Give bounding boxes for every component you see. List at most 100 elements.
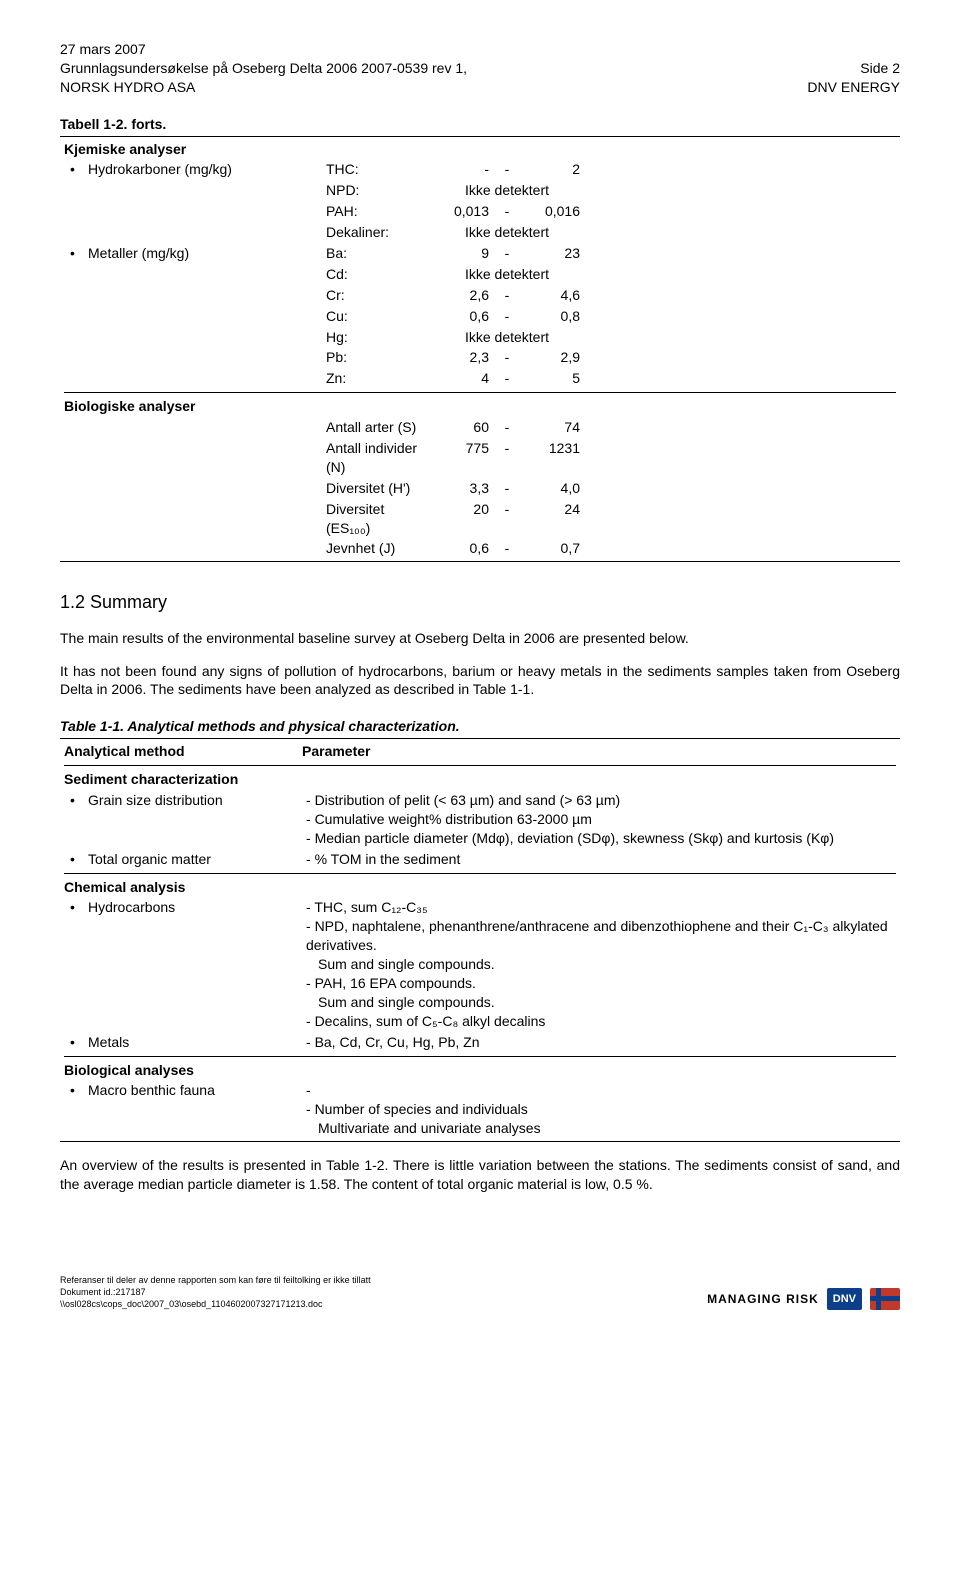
- grain-item-2: - Median particle diameter (Mdφ), deviat…: [306, 829, 896, 848]
- tom-item-text: % TOM in the sediment: [315, 851, 461, 867]
- macro-item-0: - Number of species and individuals: [306, 1100, 896, 1119]
- hydro-item-0: - THC, sum C₁₂-C₃₅: [306, 898, 896, 917]
- sed-char-header: Sediment characterization: [60, 769, 900, 790]
- row-cd-name: Cd:: [322, 264, 430, 285]
- summary-heading: 1.2 Summary: [60, 590, 900, 614]
- dnv-logo: MANAGING RISK DNV: [707, 1288, 900, 1311]
- row-npd-val: Ikke detektert: [430, 180, 584, 201]
- row-pah-v2: 0,016: [521, 201, 584, 222]
- hydrocarbons-label: Hydrokarboner (mg/kg): [60, 159, 322, 180]
- col2-header: Parameter: [298, 741, 900, 762]
- hydro-item-4: Sum and single compounds.: [306, 993, 896, 1012]
- row-j-v2: 0,7: [521, 538, 584, 559]
- row-s-v2: 74: [521, 417, 584, 438]
- row-thc-v1: -: [430, 159, 493, 180]
- row-pb-name: Pb:: [322, 347, 430, 368]
- row-zn-v2: 5: [521, 368, 584, 389]
- hydro-item-0-text: THC, sum C₁₂-C₃₅: [314, 899, 427, 915]
- row-es-name: Diversitet (ES₁₀₀): [322, 499, 430, 539]
- metals-label-11: Metals: [60, 1032, 298, 1053]
- row-h-v2: 4,0: [521, 478, 584, 499]
- row-cu-dash: -: [493, 306, 521, 327]
- row-n-name: Antall individer (N): [322, 438, 430, 478]
- row-es-v1: 20: [430, 499, 493, 539]
- row-zn-name: Zn:: [322, 368, 430, 389]
- metals-item: - Ba, Cd, Cr, Cu, Hg, Pb, Zn: [298, 1032, 900, 1053]
- hydro-item-1: - NPD, naphtalene, phenanthrene/anthrace…: [306, 917, 896, 955]
- hydro-item-2: Sum and single compounds.: [306, 955, 896, 974]
- row-pb-v2: 2,9: [521, 347, 584, 368]
- row-pb-dash: -: [493, 347, 521, 368]
- header-page: Side 2: [807, 59, 900, 78]
- macro-blank: -: [306, 1081, 896, 1100]
- grain-item-0-text: Distribution of pelit (< 63 µm) and sand…: [315, 792, 621, 808]
- header-company: NORSK HYDRO ASA: [60, 78, 467, 97]
- hydro-item-1-text: NPD, naphtalene, phenanthrene/anthracene…: [306, 918, 888, 953]
- row-ba-v1: 9: [430, 243, 493, 264]
- row-dek-val: Ikke detektert: [430, 222, 584, 243]
- row-s-dash: -: [493, 417, 521, 438]
- table12: Kjemiske analyser Hydrokarboner (mg/kg) …: [60, 139, 900, 560]
- dnv-flag-icon: [870, 1288, 900, 1310]
- header-org: DNV ENERGY: [807, 78, 900, 97]
- row-pah-v1: 0,013: [430, 201, 493, 222]
- row-cu-v2: 0,8: [521, 306, 584, 327]
- row-es-v2: 24: [521, 499, 584, 539]
- hydro-item-3: - PAH, 16 EPA compounds.: [306, 974, 896, 993]
- hydro-item-5: - Decalins, sum of C₅-C₈ alkyl decalins: [306, 1012, 896, 1031]
- footer-line3: \\osl028cs\cops_doc\2007_03\osebd_110460…: [60, 1298, 371, 1310]
- tom-label: Total organic matter: [60, 849, 298, 870]
- hydro-item-3-text: PAH, 16 EPA compounds.: [315, 975, 476, 991]
- row-j-name: Jevnhet (J): [322, 538, 430, 559]
- row-thc-dash: -: [493, 159, 521, 180]
- summary-p1: The main results of the environmental ba…: [60, 629, 900, 648]
- grain-item-1: - Cumulative weight% distribution 63-200…: [306, 810, 896, 829]
- bio-analyses-header-11: Biological analyses: [60, 1060, 900, 1081]
- grain-item-2-text: Median particle diameter (Mdφ), deviatio…: [315, 830, 834, 846]
- metals-item-text: Ba, Cd, Cr, Cu, Hg, Pb, Zn: [315, 1034, 480, 1050]
- metals-label: Metaller (mg/kg): [60, 243, 322, 264]
- row-h-v1: 3,3: [430, 478, 493, 499]
- row-es-dash: -: [493, 499, 521, 539]
- row-cr-dash: -: [493, 285, 521, 306]
- row-thc-v2: 2: [521, 159, 584, 180]
- row-h-name: Diversitet (H'): [322, 478, 430, 499]
- row-j-v1: 0,6: [430, 538, 493, 559]
- header-title: Grunnlagsundersøkelse på Oseberg Delta 2…: [60, 59, 467, 78]
- row-hg-val: Ikke detektert: [430, 327, 584, 348]
- grain-item-1-text: Cumulative weight% distribution 63-2000 …: [315, 811, 592, 827]
- grain-size-label: Grain size distribution: [60, 790, 298, 849]
- row-npd-name: NPD:: [322, 180, 430, 201]
- col1-header: Analytical method: [60, 741, 298, 762]
- row-s-name: Antall arter (S): [322, 417, 430, 438]
- row-cr-name: Cr:: [322, 285, 430, 306]
- table11: Analytical method Parameter Sediment cha…: [60, 741, 900, 1139]
- footer-line2: Dokument id.:217187: [60, 1286, 371, 1298]
- row-hg-name: Hg:: [322, 327, 430, 348]
- page-header: 27 mars 2007 Grunnlagsundersøkelse på Os…: [60, 40, 900, 97]
- hydro-item-5-text: Decalins, sum of C₅-C₈ alkyl decalins: [315, 1013, 546, 1029]
- summary-p2: It has not been found any signs of pollu…: [60, 662, 900, 700]
- row-cu-v1: 0,6: [430, 306, 493, 327]
- row-ba-dash: -: [493, 243, 521, 264]
- row-j-dash: -: [493, 538, 521, 559]
- footer-line1: Referanser til deler av denne rapporten …: [60, 1274, 371, 1286]
- row-cu-name: Cu:: [322, 306, 430, 327]
- grain-item-0: - Distribution of pelit (< 63 µm) and sa…: [306, 791, 896, 810]
- row-cr-v1: 2,6: [430, 285, 493, 306]
- row-n-v1: 775: [430, 438, 493, 478]
- dnv-badge-icon: DNV: [827, 1288, 862, 1311]
- footer-tagline: MANAGING RISK: [707, 1291, 819, 1307]
- macro-label: Macro benthic fauna: [60, 1080, 298, 1139]
- row-n-dash: -: [493, 438, 521, 478]
- macro-item-1: Multivariate and univariate analyses: [306, 1119, 896, 1138]
- row-pb-v1: 2,3: [430, 347, 493, 368]
- row-pah-name: PAH:: [322, 201, 430, 222]
- row-zn-dash: -: [493, 368, 521, 389]
- closing-paragraph: An overview of the results is presented …: [60, 1156, 900, 1194]
- row-zn-v1: 4: [430, 368, 493, 389]
- row-cr-v2: 4,6: [521, 285, 584, 306]
- table12-title: Tabell 1-2. forts.: [60, 115, 900, 134]
- bio-analyses-header: Biologiske analyser: [60, 396, 900, 417]
- row-n-v2: 1231: [521, 438, 584, 478]
